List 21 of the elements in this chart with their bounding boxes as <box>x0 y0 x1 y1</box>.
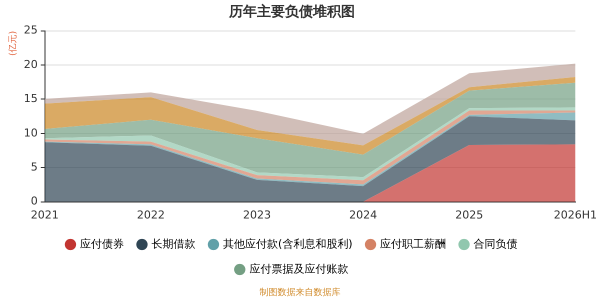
legend-label: 应付票据及应付账款 <box>249 262 348 276</box>
y-tick-label: 10 <box>24 126 38 140</box>
x-tick-label: 2024 <box>349 208 378 222</box>
legend-label: 长期借款 <box>151 237 196 250</box>
legend-label: 其他应付款(含利息和股利) <box>222 237 353 250</box>
x-tick-label: 2026H1 <box>554 208 597 222</box>
text: 制图数据来自数据库 <box>260 286 340 298</box>
x-tick-label: 2021 <box>30 208 59 222</box>
legend-label: 合同负债 <box>474 237 518 250</box>
legend-label: 应付债券 <box>80 237 124 250</box>
y-tick-label: 5 <box>30 160 38 174</box>
y-tick-label: 25 <box>24 24 38 37</box>
y-axis-title: (亿元) <box>8 30 19 56</box>
x-tick-label: 2022 <box>136 208 165 222</box>
x-tick-label: 2023 <box>243 208 272 222</box>
x-tick-label: 2025 <box>455 208 484 222</box>
chart-title: 历年主要负债堆积图 <box>228 3 355 20</box>
y-tick-label: 20 <box>24 58 38 71</box>
y-tick-label: 0 <box>30 194 38 208</box>
y-tick-label: 15 <box>24 92 38 106</box>
legend-label: 应付职工薪酬 <box>380 237 446 250</box>
